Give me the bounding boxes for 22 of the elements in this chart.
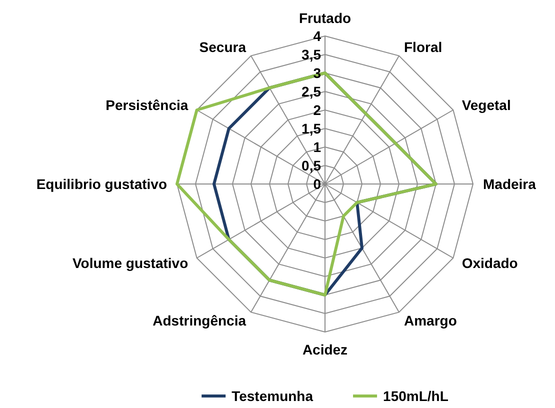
spoke-label: Persistência: [106, 96, 188, 113]
spoke-label: Madeira: [483, 176, 536, 192]
spoke-label: Amargo: [404, 312, 457, 329]
legend-label: 150mL/hL: [383, 388, 449, 404]
spoke-label: Secura: [199, 39, 246, 56]
y-tick-label: 2: [313, 102, 322, 118]
spoke-label: Acidez: [302, 342, 348, 358]
spoke-label: Oxidado: [462, 254, 518, 271]
y-tick-label: 4: [313, 28, 322, 44]
spoke-label: Adstringência: [152, 312, 246, 329]
y-tick-label: 1,5: [302, 120, 322, 136]
y-tick-label: 1: [313, 138, 322, 155]
spoke-label: Floral: [404, 39, 442, 56]
y-tick-label: 0,5: [302, 157, 322, 174]
spoke-label: Frutado: [298, 10, 352, 26]
y-tick-label: 3,5: [302, 46, 322, 62]
spoke-label: Vegetal: [462, 96, 511, 113]
y-tick-label: 2,5: [302, 83, 322, 100]
spoke-label: Equilibrio gustativo: [36, 176, 167, 192]
spoke-label: Volume gustativo: [72, 254, 188, 271]
legend-label: Testemunha: [232, 388, 314, 404]
y-tick-label: 0: [313, 176, 322, 192]
